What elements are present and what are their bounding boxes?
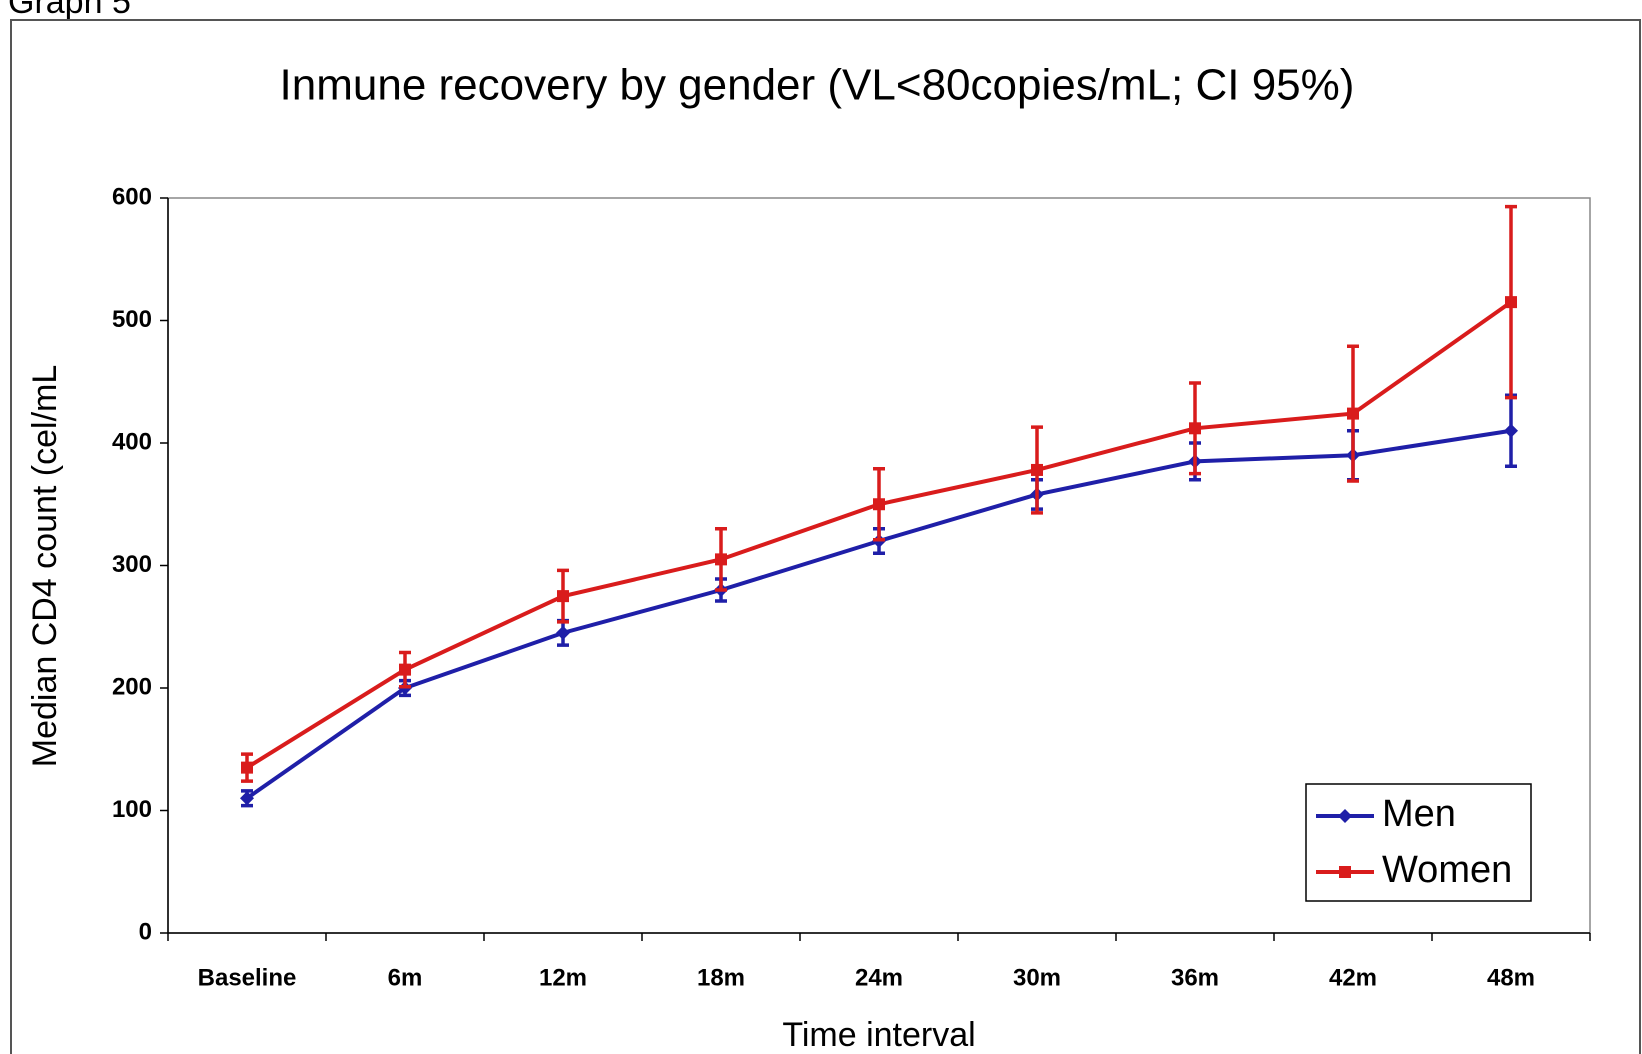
marker [241,761,253,774]
x-tick-label: 24m [855,964,903,991]
marker [240,791,254,806]
y-tick-label: 100 [112,796,152,823]
marker [1189,422,1201,435]
legend-box [1305,783,1532,902]
y-tick-label: 200 [112,673,152,700]
y-tick-label: 400 [112,428,152,455]
y-tick-label: 300 [112,551,152,578]
y-tick-label: 0 [139,918,152,945]
series [241,204,1517,783]
y-tick-label: 500 [112,306,152,333]
marker [557,590,569,603]
x-tick-label: 30m [1013,964,1061,991]
marker [1505,296,1517,309]
marker [1031,463,1043,476]
marker [1347,407,1359,420]
marker [1504,423,1518,438]
x-tick-label: Baseline [198,964,297,991]
x-tick-label: 36m [1171,964,1219,991]
y-tick-label: 600 [112,183,152,210]
legend-label: Women [1382,849,1512,891]
marker [399,663,411,676]
y-axis-label: Median CD4 count (cel/mL [26,365,64,768]
x-axis-label: Time interval [782,1016,975,1054]
frame [10,19,1641,1054]
x-tick-label: 48m [1487,964,1535,991]
x-tick-label: 42m [1329,964,1377,991]
x-tick-label: 12m [539,964,587,991]
marker [1339,866,1351,878]
x-tick-label: 18m [697,964,745,991]
x-tick-label: 6m [388,964,423,991]
chart-title: Inmune recovery by gender (VL<80copies/m… [280,61,1355,110]
legend-label: Men [1382,793,1456,835]
marker [556,625,570,640]
marker [1338,809,1352,823]
marker [873,498,885,511]
marker [715,553,727,566]
page-label: Graph 5 [8,0,131,21]
